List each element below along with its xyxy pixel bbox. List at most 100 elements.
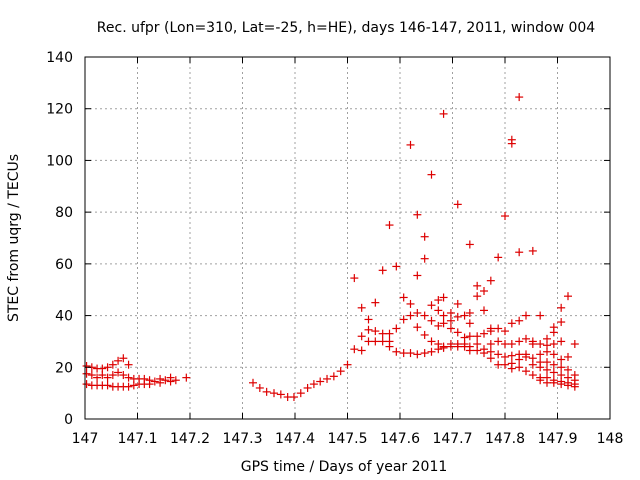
axis-ticks: 147 147.1 147.2 147.3 147.4 147.5 147.6 147.7 14…: [46, 50, 623, 447]
data-point: [494, 253, 503, 262]
data-point: [150, 377, 159, 386]
data-point: [480, 306, 488, 315]
data-point: [329, 372, 338, 381]
y-tick-label: 140: [46, 50, 73, 66]
data-point: [522, 352, 530, 361]
data-point: [378, 337, 387, 346]
data-point: [557, 303, 566, 312]
data-point: [549, 378, 558, 387]
data-point: [316, 377, 325, 386]
data-point: [378, 266, 387, 275]
data-point: [82, 380, 91, 389]
data-point: [446, 308, 455, 317]
data-point: [549, 368, 558, 377]
data-point: [406, 299, 415, 308]
x-tick-label: 148: [597, 431, 624, 447]
x-tick-label: 147: [72, 431, 99, 447]
y-axis-label: STEC from uqrg / TECUs: [6, 154, 22, 322]
data-point: [564, 365, 572, 374]
data-point: [413, 350, 422, 359]
data-point: [501, 327, 509, 336]
data-point: [103, 363, 112, 372]
data-point: [249, 378, 257, 387]
data-point: [392, 262, 401, 271]
data-point: [108, 360, 117, 369]
data-point: [171, 376, 180, 385]
data-point: [522, 311, 530, 320]
data-point: [434, 345, 443, 354]
data-point: [427, 301, 436, 310]
data-point: [439, 293, 448, 302]
data-point: [399, 349, 408, 358]
data-point: [557, 363, 566, 372]
data-point: [515, 355, 524, 364]
data-point: [124, 373, 133, 382]
data-point: [465, 346, 474, 355]
data-point: [357, 303, 366, 312]
data-point: [303, 383, 312, 392]
data-point: [453, 200, 462, 209]
data-point: [439, 109, 448, 118]
data-point: [420, 311, 429, 320]
data-point: [486, 327, 495, 336]
data-point: [413, 323, 422, 332]
data-point: [289, 393, 298, 402]
x-tick-label: 147.4: [275, 431, 315, 447]
data-point: [480, 329, 488, 338]
data-point: [453, 328, 462, 337]
data-point: [182, 373, 191, 382]
data-point: [557, 337, 566, 346]
data-point: [87, 371, 96, 380]
data-point: [343, 360, 352, 369]
x-tick-label: 147.7: [432, 431, 472, 447]
data-point: [536, 376, 545, 385]
data-point: [543, 358, 551, 367]
data-point: [465, 308, 474, 317]
data-point: [296, 389, 305, 398]
data-point: [549, 350, 558, 359]
data-point: [515, 93, 524, 102]
data-point: [434, 296, 443, 305]
data-point: [129, 381, 138, 390]
data-point: [528, 340, 537, 349]
data-point: [507, 319, 516, 328]
data-point: [350, 274, 359, 283]
data-point: [528, 246, 537, 255]
data-point: [494, 360, 503, 369]
x-axis-label: GPS time / Days of year 2011: [241, 459, 448, 475]
data-point: [371, 298, 380, 307]
data-point: [262, 387, 271, 396]
data-point: [166, 377, 175, 386]
x-tick-label: 147.2: [170, 431, 210, 447]
data-point: [522, 334, 530, 343]
data-point: [406, 349, 415, 358]
data-point: [465, 240, 474, 249]
data-point: [434, 321, 443, 330]
data-point: [119, 354, 128, 363]
data-point: [357, 332, 366, 341]
data-point: [486, 354, 495, 363]
chart-title: Rec. ufpr (Lon=310, Lat=-25, h=HE), days…: [97, 20, 596, 36]
data-point: [114, 368, 123, 377]
data-point: [480, 349, 488, 358]
data-point: [543, 365, 551, 374]
data-point: [336, 367, 345, 376]
y-tick-label: 100: [46, 153, 73, 169]
data-point: [549, 340, 558, 349]
x-tick-label: 147.8: [485, 431, 525, 447]
data-point: [406, 140, 415, 149]
data-point: [82, 369, 91, 378]
data-point: [480, 287, 488, 296]
data-point: [453, 342, 462, 351]
data-point: [465, 332, 474, 341]
data-point: [446, 324, 455, 333]
data-point: [494, 350, 503, 359]
gridlines: [85, 57, 610, 419]
data-point: [124, 382, 133, 391]
data-point: [399, 315, 408, 324]
data-point: [371, 327, 380, 336]
data-point: [420, 254, 429, 263]
data-point: [323, 374, 332, 383]
data-point: [507, 351, 516, 360]
data-point: [473, 346, 482, 355]
